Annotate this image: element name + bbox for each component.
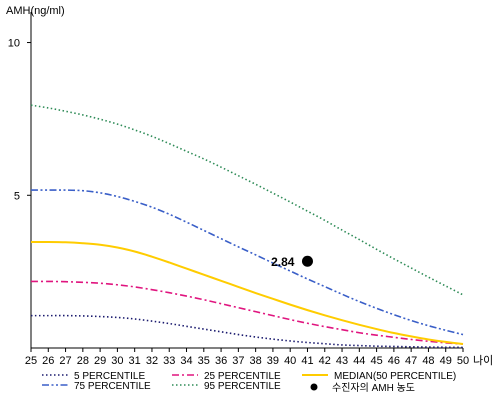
- x-tick-label: 41: [301, 355, 313, 367]
- patient-amh-value-label: 2.84: [271, 255, 295, 269]
- x-tick-label: 47: [405, 355, 417, 367]
- x-tick-label: 49: [440, 355, 452, 367]
- legend-label: 25 PERCENTILE: [204, 371, 281, 382]
- x-tick-label: 26: [42, 355, 54, 367]
- patient-amh-marker: [301, 255, 313, 267]
- x-tick-label: 27: [59, 355, 71, 367]
- legend-marker-label: 수진자의 AMH 농도: [332, 382, 415, 394]
- y-tick-label: 10: [8, 38, 20, 50]
- x-tick-label: 50: [457, 355, 469, 367]
- series-line-95-percentile: [30, 104, 464, 296]
- y-axis-title: AMH(ng/ml): [6, 5, 65, 17]
- x-tick-label: 38: [250, 355, 262, 367]
- x-tick-label: 35: [198, 355, 210, 367]
- x-tick-label: 42: [319, 355, 331, 367]
- axes: AMH(ng/ml) 5 10 25 26 27 28 29 30 31 32 33 34 35 36 37 3…: [6, 5, 493, 367]
- legend-label: 75 PERCENTILE: [74, 381, 151, 392]
- x-tick-label: 32: [146, 355, 158, 367]
- series-line-25-percentile: [30, 280, 464, 345]
- series-line-median-50-percentile: [30, 240, 464, 346]
- marker-group: 2.84: [271, 255, 313, 269]
- series-group: [30, 104, 464, 349]
- x-tick-label: 37: [232, 355, 244, 367]
- x-tick-label: 44: [353, 355, 365, 367]
- x-tick-label: 39: [267, 355, 279, 367]
- x-tick-label: 40: [284, 355, 296, 367]
- x-tick-label: 48: [422, 355, 434, 367]
- x-tick-label: 36: [215, 355, 227, 367]
- series-line-5-percentile: [30, 314, 464, 349]
- x-tick-label: 33: [163, 355, 175, 367]
- legend-marker-dot: [310, 383, 318, 391]
- legend-label: 5 PERCENTILE: [74, 371, 145, 382]
- x-tick-label: 28: [77, 355, 89, 367]
- x-tick-label: 34: [180, 355, 192, 367]
- legend-label: 95 PERCENTILE: [204, 381, 281, 392]
- x-axis-title: 나이: [473, 354, 493, 367]
- x-tick-label: 45: [370, 355, 382, 367]
- x-tick-label: 43: [336, 355, 348, 367]
- x-tick-label: 30: [111, 355, 123, 367]
- series-line-75-percentile: [31, 189, 464, 336]
- x-tick-label: 46: [388, 355, 400, 367]
- x-tick-label: 31: [129, 355, 141, 367]
- x-tick-label: 29: [94, 355, 106, 367]
- legend: 5 PERCENTILE 25 PERCENTILE MEDIAN(50 PERCE…: [42, 371, 456, 394]
- y-tick-label: 5: [14, 190, 20, 202]
- x-tick-label: 25: [25, 355, 37, 367]
- legend-label: MEDIAN(50 PERCENTILE): [334, 371, 456, 382]
